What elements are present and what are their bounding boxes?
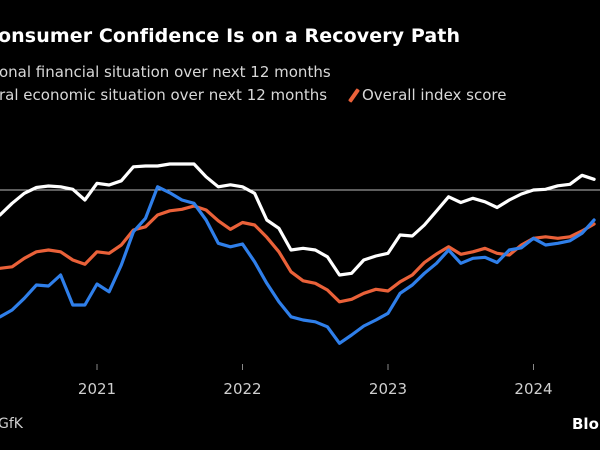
x-tick-label: 2023 xyxy=(369,380,407,398)
legend-label: Overall index score xyxy=(362,86,507,104)
x-tick-label: 2022 xyxy=(223,380,261,398)
brand-logo: Blo xyxy=(572,415,599,433)
x-tick-label: 2021 xyxy=(78,380,116,398)
series-line-general-economy xyxy=(0,185,596,345)
source-note: GfK xyxy=(0,416,23,432)
legend-item-overall-index: Overall index score xyxy=(348,86,507,104)
series-line-personal-finance xyxy=(0,162,596,277)
chart-title: onsumer Confidence Is on a Recovery Path xyxy=(0,25,461,47)
series-line-overall-index xyxy=(0,204,596,304)
x-tick-label: 2024 xyxy=(514,380,552,398)
legend-item-personal-finance: onal financial situation over next 12 mo… xyxy=(0,63,331,81)
legend-item-general-economy: ral economic situation over next 12 mont… xyxy=(0,86,327,104)
legend-label: ral economic situation over next 12 mont… xyxy=(0,86,328,104)
legend-label: onal financial situation over next 12 mo… xyxy=(0,63,331,81)
